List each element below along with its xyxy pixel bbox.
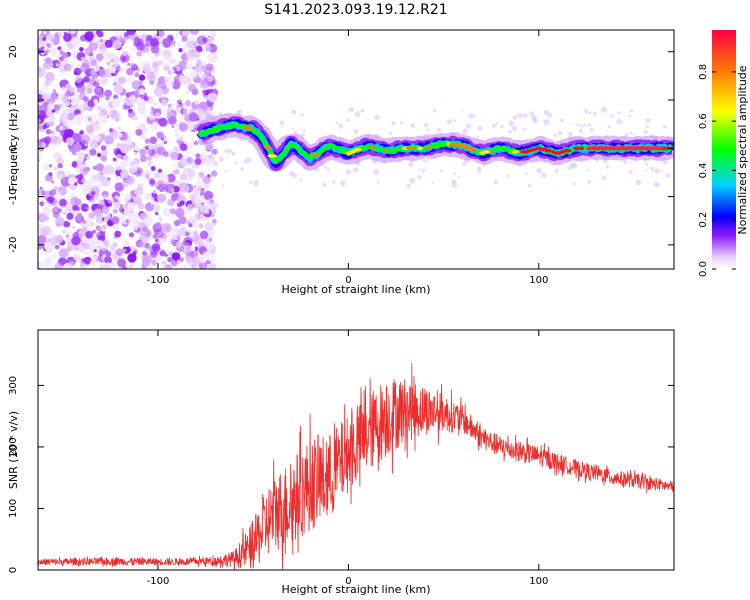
colorbar-axis: 0.0 0.2 0.4 0.6 0.8 (698, 64, 736, 277)
spectrogram-plot-area (38, 30, 674, 269)
colorbar-label: Normalized spectral amplitude (736, 65, 749, 234)
y-tick-label: 20 (8, 45, 19, 58)
x-tick-label: -100 (147, 576, 170, 587)
y-tick-label: 0 (8, 567, 19, 573)
spectrogram-ylabel: Frequency (Hz) (7, 109, 20, 192)
y-tick-label: 0 (8, 145, 19, 151)
y-tick-label: -10 (8, 188, 19, 204)
x-tick-label: -100 (147, 275, 170, 286)
snr-series-line (38, 362, 674, 570)
colorbar-tick-label: 0.6 (698, 113, 709, 129)
x-tick-label: 0 (345, 576, 351, 587)
x-tick-label: 100 (529, 275, 548, 286)
colorbar-tick-label: 0.8 (698, 64, 709, 80)
colorbar: 0.0 0.2 0.4 0.6 0.8 Normalized spectral ampl… (698, 30, 749, 277)
snr-plot-area (38, 362, 674, 570)
snr-xlabel: Height of straight line (km) (281, 583, 430, 596)
spectrogram-xlabel: Height of straight line (km) (281, 283, 430, 296)
y-tick-label: -20 (8, 237, 19, 253)
y-tick-label: 300 (8, 376, 19, 395)
x-tick-label: 0 (345, 275, 351, 286)
y-tick-label: 10 (8, 94, 19, 107)
colorbar-gradient (712, 30, 736, 269)
spectrogram-frame (37, 29, 675, 270)
colorbar-tick-label: 0.0 (698, 261, 709, 277)
figure-title: S141.2023.093.19.12.R21 (264, 2, 447, 18)
spectrogram-noise (38, 30, 672, 269)
snr-axes: -100 0 100 0 100 200 300 (8, 330, 674, 587)
snr-panel: -100 0 100 0 100 200 300 Height of straight li… (7, 329, 675, 596)
y-tick-label: 200 (8, 437, 19, 456)
colorbar-tick-label: 0.4 (698, 162, 709, 178)
x-tick-label: 100 (529, 576, 548, 587)
snr-frame (37, 329, 675, 571)
snr-ylabel: SNR (10 * v/v) (7, 411, 20, 489)
y-tick-label: 100 (8, 499, 19, 518)
spectrogram-ridge (190, 113, 674, 172)
colorbar-tick-label: 0.2 (698, 212, 709, 228)
